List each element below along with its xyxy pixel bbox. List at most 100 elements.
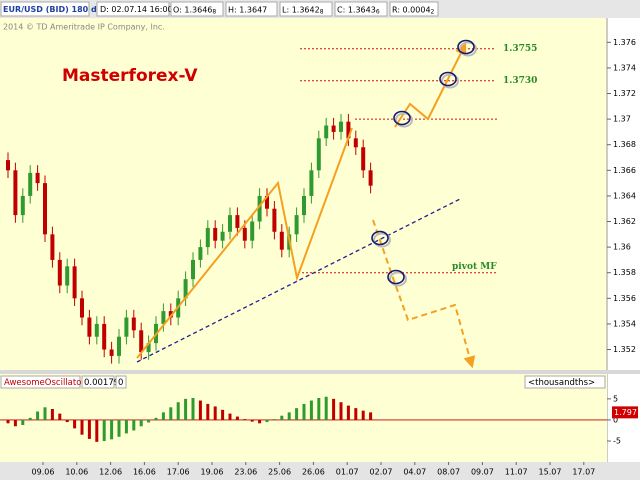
last-value-box bbox=[612, 406, 638, 419]
candle-body bbox=[220, 231, 225, 241]
y-tick-label: 1.372 bbox=[613, 89, 636, 98]
oscillator-bar bbox=[191, 398, 195, 420]
oscillator-bar bbox=[80, 419, 84, 435]
candle-body bbox=[361, 147, 366, 171]
ohlc-box bbox=[279, 1, 333, 17]
oscillator-bar bbox=[117, 419, 121, 437]
oscillator-bar bbox=[361, 410, 365, 420]
ohlc-text: C: 1.3643 bbox=[337, 5, 376, 14]
indicator-setting-box bbox=[115, 375, 127, 389]
candle-body bbox=[20, 195, 25, 216]
candle-body bbox=[131, 317, 136, 331]
oscillator-bar bbox=[154, 417, 158, 420]
ohlc-value: C: 1.36436 bbox=[337, 5, 380, 15]
candle-body bbox=[28, 172, 33, 196]
ohlc-text: R: 0.0004 bbox=[392, 5, 431, 14]
x-tick-label: 17.06 bbox=[167, 468, 190, 477]
x-tick-label: 25.06 bbox=[268, 468, 291, 477]
candle-body bbox=[168, 311, 173, 318]
oscillator-bar bbox=[206, 403, 210, 420]
oscillator-bar bbox=[161, 412, 165, 420]
trend-line bbox=[136, 197, 463, 363]
oscillator-bar bbox=[13, 419, 17, 427]
indicator-box[interactable] bbox=[0, 375, 81, 389]
candle-body bbox=[87, 317, 92, 337]
time-axis-bg bbox=[0, 462, 640, 480]
candle-body bbox=[72, 266, 77, 299]
x-tick-label: 09.07 bbox=[471, 468, 494, 477]
x-tick-label: 23.06 bbox=[234, 468, 257, 477]
oscillator-bar bbox=[317, 398, 321, 420]
symbol: EUR/USD (BID) 180 d 4h bbox=[3, 5, 111, 14]
candle-body bbox=[265, 195, 269, 209]
oscillator-bar bbox=[332, 398, 336, 420]
y-tick-label: 0 bbox=[613, 415, 618, 424]
oscillator-bar bbox=[213, 406, 217, 420]
x-tick-label: 19.06 bbox=[201, 468, 224, 477]
candle-body bbox=[339, 121, 343, 132]
x-tick-label: 16.06 bbox=[133, 468, 156, 477]
candle-body bbox=[324, 125, 329, 139]
ohlc-pip: 2 bbox=[431, 8, 435, 15]
circle-marker bbox=[371, 230, 389, 246]
ohlc-text: H: 1.3647 bbox=[228, 5, 267, 14]
x-tick-label: 09.06 bbox=[32, 468, 55, 477]
ohlc-pip: 8 bbox=[212, 8, 216, 15]
x-tick-label: 11.07 bbox=[505, 468, 528, 477]
oscillator-bar bbox=[184, 398, 188, 420]
candle-body bbox=[50, 234, 55, 260]
indicator-title[interactable]: AwesomeOscillator bbox=[4, 378, 85, 388]
candle-body bbox=[242, 227, 247, 241]
candle-body bbox=[205, 227, 210, 248]
oscillator-bar bbox=[43, 407, 47, 420]
units-label: <thousandths> bbox=[528, 378, 595, 388]
drawing-tools bbox=[136, 39, 477, 369]
indicator-setting: 0 bbox=[118, 378, 123, 388]
x-tick-label: 04.07 bbox=[403, 468, 426, 477]
circle-shadow bbox=[441, 73, 459, 89]
oscillator-bar bbox=[228, 413, 232, 420]
y-tick-label: -5 bbox=[613, 437, 621, 446]
oscillator-bar bbox=[250, 419, 254, 422]
oscillator-bar bbox=[28, 417, 32, 420]
ohlc-box bbox=[170, 1, 224, 17]
candle-body bbox=[257, 195, 262, 222]
level-label: 1.3730 bbox=[503, 76, 537, 86]
wave-line bbox=[136, 127, 353, 359]
candle-body bbox=[191, 259, 195, 280]
circle-marker bbox=[387, 269, 405, 285]
ohlc-value: R: 0.00042 bbox=[392, 5, 435, 15]
candle-body bbox=[368, 170, 373, 186]
symbol-box bbox=[0, 1, 90, 17]
oscillator-bar bbox=[280, 415, 284, 420]
y-tick-label: 1.374 bbox=[613, 63, 636, 72]
oscillator-bar bbox=[302, 403, 306, 420]
x-tick-label: 02.07 bbox=[370, 468, 393, 477]
candle-body bbox=[309, 170, 314, 196]
x-tick-label: 01.07 bbox=[336, 468, 359, 477]
oscillator-bar bbox=[65, 419, 69, 423]
candle-body bbox=[35, 172, 40, 184]
candle-body bbox=[272, 208, 277, 232]
ohlc-pip: 6 bbox=[376, 8, 380, 15]
y-tick-label: 1.354 bbox=[613, 319, 636, 328]
oscillator-bar bbox=[295, 408, 299, 420]
oscillator-bar bbox=[339, 402, 343, 420]
oscillator-bar bbox=[6, 419, 10, 424]
oscillator-bar bbox=[50, 408, 54, 420]
oscillator-bar bbox=[110, 419, 114, 440]
x-tick-label: 15.07 bbox=[539, 468, 562, 477]
circle-shadow bbox=[459, 41, 477, 57]
ohlc-text: L: 1.3642 bbox=[282, 5, 320, 14]
candle-body bbox=[250, 221, 255, 241]
circle-shadow bbox=[389, 271, 407, 287]
y-tick-label: 1.368 bbox=[613, 140, 636, 149]
y-tick-label: 1.366 bbox=[613, 166, 636, 175]
ohlc-pip: 8 bbox=[320, 8, 324, 15]
candle-body bbox=[6, 160, 10, 171]
y-tick-label: 1.36 bbox=[613, 243, 631, 252]
circle-marker bbox=[393, 110, 411, 126]
forecast-up bbox=[394, 42, 467, 128]
oscillator-bar bbox=[221, 409, 225, 420]
